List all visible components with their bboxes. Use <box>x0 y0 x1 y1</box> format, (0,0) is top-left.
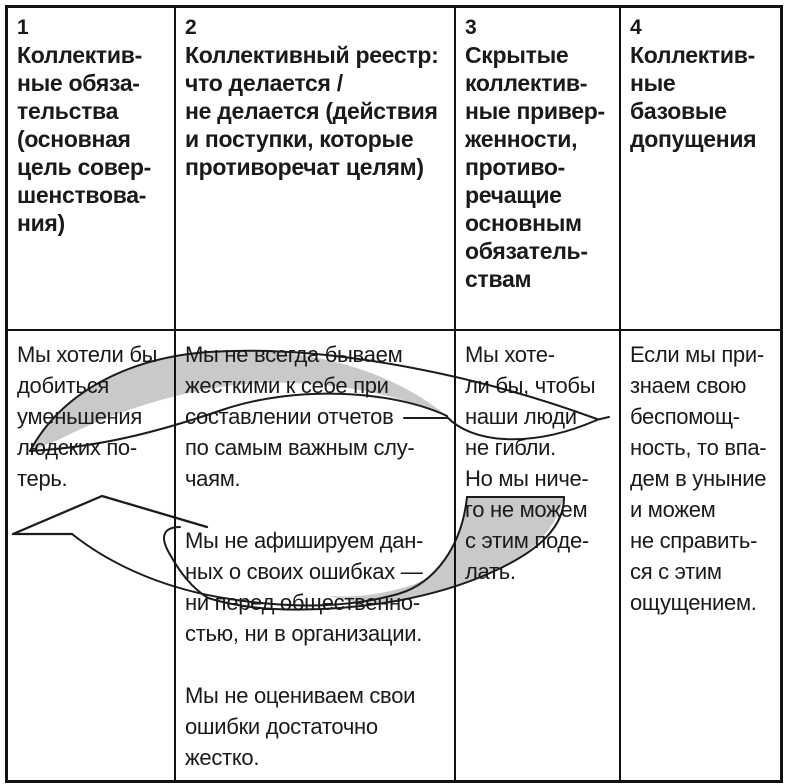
column-number-4: 4 <box>630 16 642 39</box>
header-cell-2: 2 Коллективный реестр: что делается / не… <box>176 8 456 331</box>
column-title-2: Коллективный реестр: что делается / не д… <box>185 42 439 180</box>
column-title-3: Скрытые коллектив- ные привер- женности,… <box>465 42 605 292</box>
body-cell-3: Мы хоте- ли бы, чтобы наши люди не гибли… <box>456 331 621 780</box>
cycle-arrow-bottom-left <box>11 494 565 611</box>
header-cell-1: 1 Коллектив- ные обяза- тельства (основн… <box>8 8 176 331</box>
column-number-1: 1 <box>17 16 29 39</box>
top-arrowhead <box>446 416 610 441</box>
column-title-4: Коллектив- ные базовые допущения <box>630 42 757 152</box>
header-cell-3: 3 Скрытые коллектив- ные привер- женност… <box>456 8 621 331</box>
body-cell-4: Если мы при- знаем свою беспомощ- ность,… <box>621 331 780 780</box>
top-arrow-gray-swoosh <box>30 350 447 451</box>
body-text-4: Если мы при- знаем свою беспомощ- ность,… <box>630 342 767 615</box>
body-text-1: Мы хотели бы добиться уменьшения людских… <box>17 342 158 491</box>
header-cell-4: 4 Коллектив- ные базовые допущения <box>621 8 780 331</box>
top-arrow-outer-edge <box>29 349 598 452</box>
immunity-map-table: 1 Коллектив- ные обяза- тельства (основн… <box>5 5 783 783</box>
body-cell-2: Мы не всегда бываем жесткими к себе при … <box>176 331 456 780</box>
column-number-2: 2 <box>185 16 197 39</box>
cycle-arrow-top-right <box>29 349 610 452</box>
body-text-3: Мы хоте- ли бы, чтобы наши люди не гибли… <box>465 342 596 584</box>
top-arrow-inner-edge <box>29 392 448 452</box>
column-title-1: Коллектив- ные обяза- тельства (основная… <box>17 42 151 236</box>
column-number-3: 3 <box>465 16 477 39</box>
body-text-2: Мы не всегда бываем жесткими к себе при … <box>185 342 424 770</box>
bottom-arrow-gray-ribbon <box>330 497 564 603</box>
bottom-arrowhead <box>11 494 209 536</box>
bottom-arrow-upper-edge <box>71 496 468 607</box>
body-cell-1: Мы хотели бы добиться уменьшения людских… <box>8 331 176 780</box>
bottom-arrow-lower-edge <box>163 497 565 611</box>
